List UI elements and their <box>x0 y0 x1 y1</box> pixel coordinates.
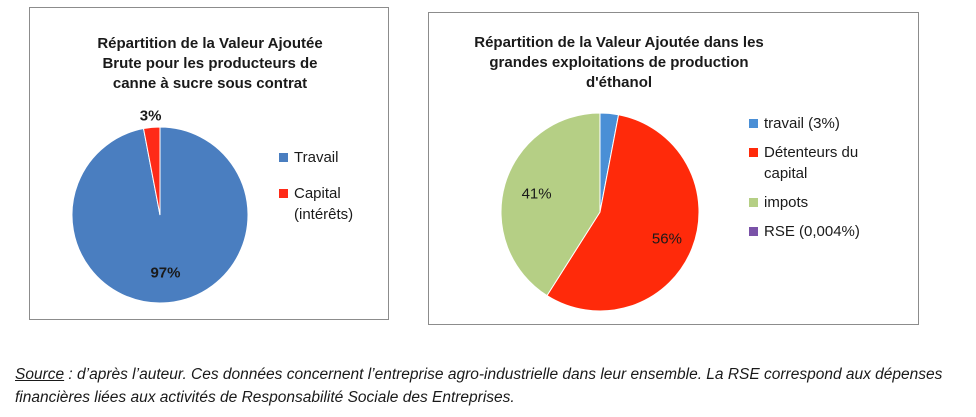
figure-caption: Source : d’après l’auteur. Ces données c… <box>15 363 965 409</box>
data-label-3: 41% <box>522 186 552 203</box>
legend-swatch-4 <box>749 227 758 236</box>
pie-slice-3 <box>500 112 601 297</box>
legend-swatch-2 <box>749 148 758 157</box>
legend-label-2: Détenteurs du capital <box>764 144 859 182</box>
legend-item-1: Travail <box>279 147 387 168</box>
legend-label-3: impots <box>764 194 809 211</box>
chart-title-right: Répartition de la Valeur Ajoutée dans le… <box>474 34 764 91</box>
chart-panel-left: Répartition de la Valeur Ajoutée Brute p… <box>29 7 389 320</box>
legend-item-1: travail (3%) <box>749 113 909 134</box>
legend-left: Travail Capital (intérêts) <box>279 147 387 240</box>
data-label-2: 3% <box>140 107 162 124</box>
pie-slice-2 <box>142 126 161 216</box>
pie-chart-left: 97% 3% <box>71 107 249 304</box>
legend-item-2: Détenteurs du capital <box>749 142 909 184</box>
pie-slice-2 <box>546 114 700 312</box>
legend-item-3: impots <box>749 192 909 213</box>
legend-right: travail (3%) Détenteurs du capital impots R… <box>749 113 909 250</box>
chart-title-left: Répartition de la Valeur Ajoutée Brute p… <box>97 35 323 92</box>
legend-item-4: RSE (0,004%) <box>749 221 909 242</box>
legend-label-4: RSE (0,004%) <box>764 223 860 240</box>
caption-source-label: Source <box>15 366 65 383</box>
chart-panel-right: Répartition de la Valeur Ajoutée dans le… <box>428 12 919 325</box>
legend-label-1: Travail <box>294 149 339 166</box>
legend-swatch-1 <box>749 119 758 128</box>
data-label-1: 97% <box>150 265 180 282</box>
legend-label-1: travail (3%) <box>764 115 840 132</box>
legend-swatch-1 <box>279 153 288 162</box>
data-label-2: 56% <box>652 230 682 247</box>
legend-label-2: Capital (intérêts) <box>294 185 354 223</box>
caption-text: : d’après l’auteur. Ces données concerne… <box>15 366 943 406</box>
pie-chart-right: 56% 41% <box>500 112 700 312</box>
legend-swatch-3 <box>749 198 758 207</box>
legend-item-2: Capital (intérêts) <box>279 183 387 225</box>
legend-swatch-2 <box>279 189 288 198</box>
